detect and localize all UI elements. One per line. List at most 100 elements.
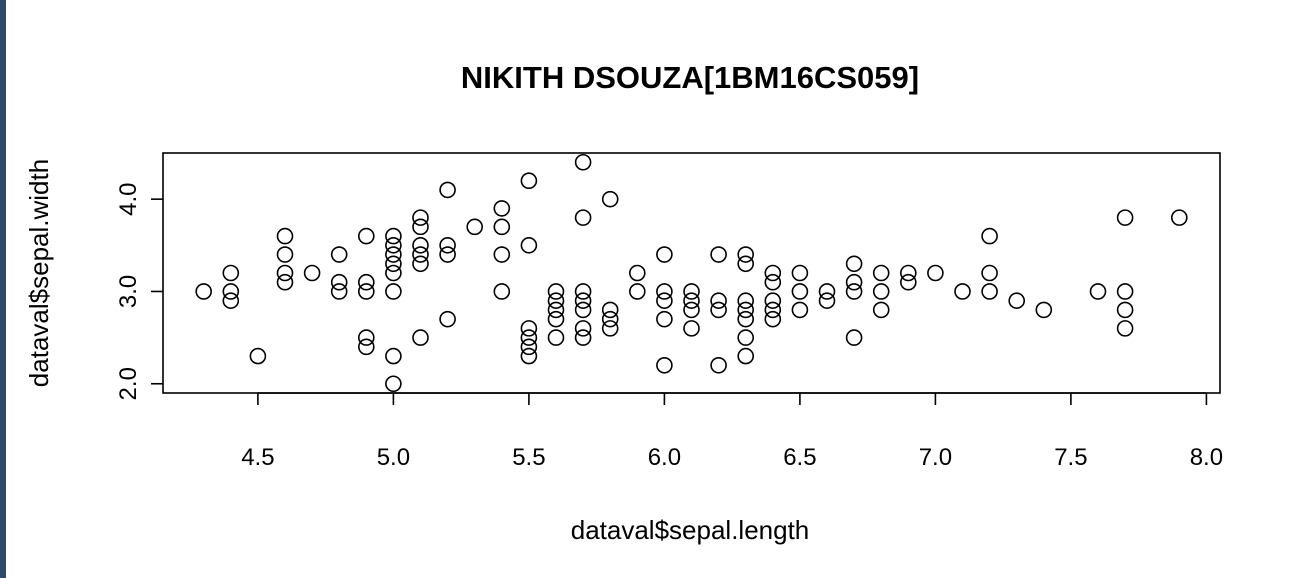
data-point <box>1116 209 1134 226</box>
data-point <box>1089 283 1107 300</box>
data-point <box>900 264 917 282</box>
data-point <box>520 347 538 365</box>
x-tick-label: 5.5 <box>512 444 545 471</box>
data-point <box>385 255 402 273</box>
data-point <box>818 283 836 300</box>
data-point <box>493 246 511 263</box>
data-point <box>439 181 456 199</box>
data-point <box>628 283 646 300</box>
data-point <box>574 301 592 319</box>
data-point <box>547 301 565 319</box>
data-point <box>574 153 592 171</box>
data-point <box>1116 301 1134 319</box>
data-point <box>520 237 538 254</box>
data-point <box>683 301 700 319</box>
y-axis: 2.0 3.0 4.0 <box>115 182 163 400</box>
data-point <box>412 218 429 236</box>
data-point <box>1008 292 1026 309</box>
data-point <box>493 218 511 236</box>
data-point <box>845 283 863 300</box>
data-point <box>385 246 402 263</box>
data-point <box>1116 320 1134 337</box>
data-point <box>222 292 240 309</box>
data-point <box>412 255 429 273</box>
data-point <box>1035 301 1053 319</box>
data-point <box>439 310 456 328</box>
chart-title: NIKITH DSOUZA[1BM16CS059] <box>461 60 919 95</box>
data-point <box>195 283 212 300</box>
data-point <box>683 292 700 309</box>
data-point <box>818 292 836 309</box>
data-point <box>764 310 782 328</box>
data-point <box>1171 209 1188 226</box>
data-point <box>872 264 890 282</box>
data-point <box>737 310 755 328</box>
data-point <box>601 310 619 328</box>
data-point <box>601 301 619 319</box>
data-point <box>628 264 646 282</box>
data-point <box>412 329 429 346</box>
data-point <box>276 264 294 282</box>
data-point <box>466 218 483 236</box>
y-axis-label: dataval$sepal.width <box>24 159 54 387</box>
x-tick-label: 6.5 <box>783 444 816 471</box>
x-tick-label: 8.0 <box>1190 444 1223 471</box>
data-point <box>737 347 755 365</box>
data-point <box>520 338 538 356</box>
data-point <box>764 292 782 309</box>
data-point <box>981 283 998 300</box>
data-point <box>547 283 565 300</box>
x-axis-label: dataval$sepal.length <box>571 515 810 545</box>
data-point <box>385 283 402 300</box>
data-point <box>276 273 294 291</box>
data-point <box>764 301 782 319</box>
data-point <box>656 310 673 328</box>
data-point <box>303 264 321 282</box>
data-point <box>764 273 782 291</box>
x-tick-label: 7.5 <box>1054 444 1087 471</box>
data-point <box>357 329 375 346</box>
data-point <box>737 329 755 346</box>
data-point <box>574 329 592 346</box>
x-tick-label: 6.0 <box>648 444 681 471</box>
data-point <box>547 329 565 346</box>
data-point <box>927 264 944 282</box>
data-point <box>547 310 565 328</box>
y-tick-label: 3.0 <box>115 275 142 308</box>
data-point <box>710 356 727 374</box>
window-left-edge <box>0 0 6 578</box>
data-point <box>385 375 402 393</box>
data-point <box>656 283 673 300</box>
data-point <box>574 283 592 300</box>
x-tick-label: 7.0 <box>919 444 952 471</box>
data-point <box>737 255 755 273</box>
data-point <box>330 273 348 291</box>
data-point <box>357 283 375 300</box>
data-point <box>222 283 240 300</box>
data-point <box>357 338 375 356</box>
data-point <box>791 301 809 319</box>
data-point <box>710 301 727 319</box>
data-point <box>683 320 700 337</box>
data-point <box>330 246 348 263</box>
data-point <box>412 246 429 263</box>
data-point <box>1116 283 1134 300</box>
data-point <box>385 227 402 245</box>
data-point <box>981 264 998 282</box>
data-point <box>412 237 429 254</box>
data-point <box>900 273 917 291</box>
data-point <box>357 227 375 245</box>
data-point <box>737 301 755 319</box>
data-point <box>656 292 673 309</box>
data-point <box>276 246 294 263</box>
data-point <box>845 273 863 291</box>
data-point <box>737 246 755 263</box>
data-point <box>222 264 240 282</box>
data-point <box>737 292 755 309</box>
data-point <box>710 292 727 309</box>
x-tick-label: 5.0 <box>377 444 410 471</box>
data-point <box>357 273 375 291</box>
data-point <box>385 237 402 254</box>
data-points <box>195 153 1188 393</box>
